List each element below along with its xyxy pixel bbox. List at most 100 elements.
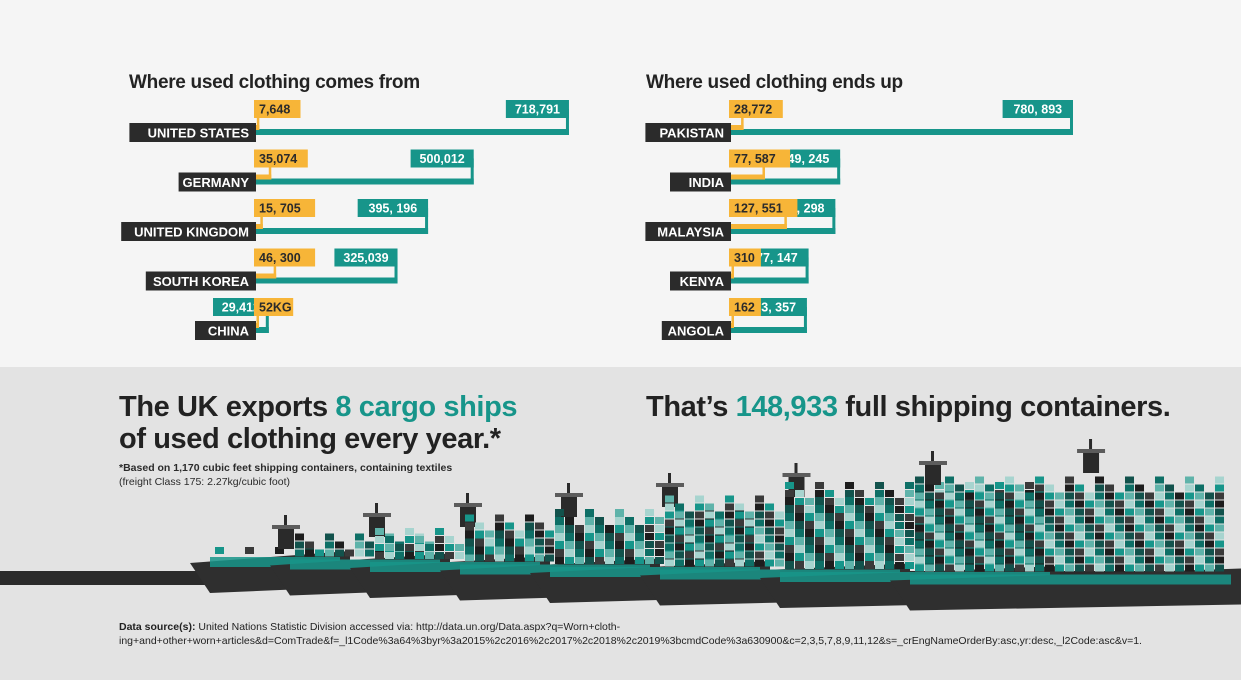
container	[275, 547, 284, 554]
container	[995, 508, 1004, 516]
container	[565, 557, 574, 564]
container	[665, 503, 674, 511]
teal-bar	[731, 327, 807, 333]
container	[505, 522, 514, 530]
container	[1145, 500, 1154, 508]
orange-bar-marker	[741, 115, 744, 130]
container	[735, 535, 744, 543]
teal-bar	[731, 178, 841, 185]
container	[795, 522, 804, 529]
container	[565, 517, 574, 524]
container	[815, 490, 824, 497]
container	[465, 530, 474, 538]
container	[1125, 500, 1134, 508]
container	[825, 490, 834, 497]
container	[915, 556, 924, 564]
container	[1095, 508, 1104, 516]
container	[675, 527, 684, 535]
container	[805, 554, 814, 561]
orange-bar-marker	[273, 263, 277, 279]
teal-bar-marker	[837, 158, 841, 185]
container	[1185, 556, 1194, 564]
ship-hull-band	[910, 574, 1231, 585]
container	[775, 511, 784, 519]
container	[865, 514, 874, 521]
container	[965, 564, 974, 572]
container	[1095, 524, 1104, 532]
container	[765, 559, 774, 567]
container	[1055, 532, 1064, 540]
container	[835, 530, 844, 537]
container	[1145, 556, 1154, 564]
container	[465, 514, 474, 522]
container	[955, 556, 964, 564]
container	[765, 551, 774, 559]
container	[1215, 508, 1224, 516]
container	[1145, 548, 1154, 556]
container	[525, 522, 534, 530]
container	[1085, 524, 1094, 532]
container	[1165, 556, 1174, 564]
container	[1055, 524, 1064, 532]
container	[815, 482, 824, 489]
container	[815, 506, 824, 513]
container	[835, 554, 844, 561]
category-label-bg	[645, 123, 731, 142]
container	[905, 562, 914, 569]
footnote: *Based on 1,170 cubic feet shipping cont…	[119, 461, 639, 489]
container	[1185, 476, 1194, 484]
container	[495, 530, 504, 538]
container	[1075, 492, 1084, 500]
container	[755, 503, 764, 511]
teal-bar-marker	[805, 257, 809, 284]
container	[625, 525, 634, 532]
container	[485, 538, 494, 546]
container	[575, 525, 584, 532]
orange-value-label-bg	[254, 100, 301, 118]
container	[1165, 532, 1174, 540]
container	[975, 548, 984, 556]
container	[795, 506, 804, 513]
container	[575, 549, 584, 556]
container	[1065, 556, 1074, 564]
container	[895, 538, 904, 545]
container	[1165, 548, 1174, 556]
container	[1095, 540, 1104, 548]
container	[675, 559, 684, 567]
container	[1155, 516, 1164, 524]
container	[1115, 540, 1124, 548]
container	[1075, 556, 1084, 564]
teal-bar	[731, 228, 836, 234]
container	[1215, 548, 1224, 556]
container	[535, 546, 544, 554]
container	[925, 556, 934, 564]
container	[1165, 508, 1174, 516]
container	[835, 546, 844, 553]
container	[895, 506, 904, 513]
orange-bar-marker	[268, 164, 272, 180]
container	[655, 549, 664, 556]
container	[735, 543, 744, 551]
container	[835, 514, 844, 521]
container	[1105, 524, 1114, 532]
container	[365, 541, 374, 549]
ship-mast	[284, 515, 287, 525]
container	[1195, 540, 1204, 548]
container	[585, 517, 594, 524]
container	[1055, 556, 1064, 564]
orange-value-label-bg	[254, 248, 316, 267]
container	[685, 543, 694, 551]
container	[1015, 492, 1024, 500]
category-label-bg	[670, 172, 731, 192]
container	[805, 546, 814, 553]
container	[1185, 516, 1194, 524]
container	[1155, 532, 1164, 540]
footnote-line1: *Based on 1,170 cubic feet shipping cont…	[119, 462, 453, 474]
container	[315, 549, 324, 557]
container	[1015, 548, 1024, 556]
category-label: PAKISTAN	[659, 126, 724, 141]
container	[665, 559, 674, 567]
container	[925, 484, 934, 492]
container	[645, 509, 654, 516]
container	[885, 562, 894, 569]
